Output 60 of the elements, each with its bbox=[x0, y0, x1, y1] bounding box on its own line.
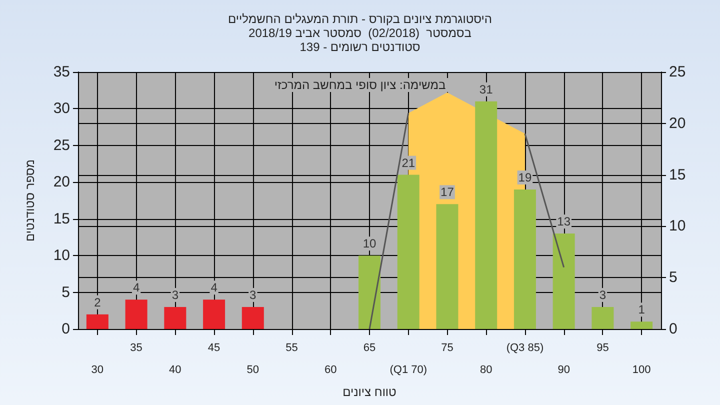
y-tick-label: 10 bbox=[53, 247, 70, 264]
y-axis-title: מספר סטודנטים bbox=[23, 159, 37, 242]
x-tick-label: 80 bbox=[480, 364, 492, 376]
annotation: במשימה: ציון סופי במחשב המרכזי bbox=[274, 78, 446, 92]
x-tick-label: 40 bbox=[169, 364, 182, 376]
x-tick-label: 50 bbox=[246, 364, 260, 376]
y-tick-label: 35 bbox=[53, 64, 70, 80]
x-tick-label: (Q3 85) bbox=[506, 342, 544, 354]
bar bbox=[552, 234, 575, 329]
y2-tick-label: 5 bbox=[669, 269, 678, 286]
bar bbox=[630, 322, 653, 329]
data-label: 21 bbox=[402, 156, 416, 170]
data-label: 13 bbox=[557, 214, 571, 229]
x-tick-label: 90 bbox=[558, 364, 570, 376]
data-label: 4 bbox=[210, 280, 218, 295]
data-label: 2 bbox=[94, 295, 102, 310]
data-label: 4 bbox=[132, 280, 140, 295]
bar bbox=[397, 174, 420, 329]
x-tick-label: (Q1 70) bbox=[390, 364, 428, 376]
data-label: 3 bbox=[250, 288, 257, 302]
x-tick-label: 100 bbox=[632, 364, 651, 376]
bar bbox=[514, 189, 536, 329]
x-tick-label: 95 bbox=[596, 342, 609, 354]
x-tick-label: 60 bbox=[324, 364, 337, 376]
x-tick-label: 30 bbox=[91, 364, 104, 376]
bar bbox=[242, 306, 264, 329]
y-tick-label: 25 bbox=[53, 136, 70, 154]
data-label: 31 bbox=[479, 82, 494, 96]
data-label: 19 bbox=[518, 170, 532, 184]
y2-tick-label: 15 bbox=[669, 166, 686, 184]
bar bbox=[125, 300, 148, 329]
chart-title: היסטוגרמת ציונים בקורס - תורת המעגלים החשמליים bbox=[228, 12, 492, 26]
x-tick-label: 65 bbox=[363, 342, 376, 354]
x-tick-label: 35 bbox=[130, 342, 142, 354]
x-tick-label: 55 bbox=[286, 342, 298, 354]
data-label: 1 bbox=[638, 302, 646, 317]
y-tick-label: 20 bbox=[53, 174, 70, 191]
y-tick-label: 0 bbox=[62, 320, 70, 338]
y2-tick-label: 25 bbox=[669, 64, 686, 80]
bar bbox=[358, 256, 380, 329]
y2-tick-label: 0 bbox=[669, 320, 678, 338]
x-axis-title: טווח ציונים bbox=[342, 384, 397, 399]
data-label: 3 bbox=[599, 288, 606, 302]
bar bbox=[475, 101, 498, 329]
data-label: 10 bbox=[362, 236, 376, 251]
x-tick-label: 45 bbox=[208, 342, 220, 354]
y2-tick-label: 20 bbox=[669, 114, 686, 132]
y2-tick-label: 10 bbox=[669, 218, 686, 235]
bar bbox=[164, 306, 186, 329]
chart-subtitle: בסמסטר (02/2018) סמסטר אביב 2018/19 סטודנטים רשומים - 139 bbox=[248, 26, 472, 54]
y-tick-label: 30 bbox=[53, 100, 70, 118]
bar bbox=[592, 306, 614, 329]
data-label: 17 bbox=[440, 185, 454, 200]
data-label: 3 bbox=[172, 288, 179, 302]
bar bbox=[203, 300, 226, 329]
bar bbox=[86, 314, 108, 329]
bar bbox=[436, 204, 458, 329]
y-tick-label: 15 bbox=[53, 210, 70, 228]
y-tick-label: 5 bbox=[62, 284, 70, 301]
x-tick-label: 75 bbox=[441, 342, 454, 354]
